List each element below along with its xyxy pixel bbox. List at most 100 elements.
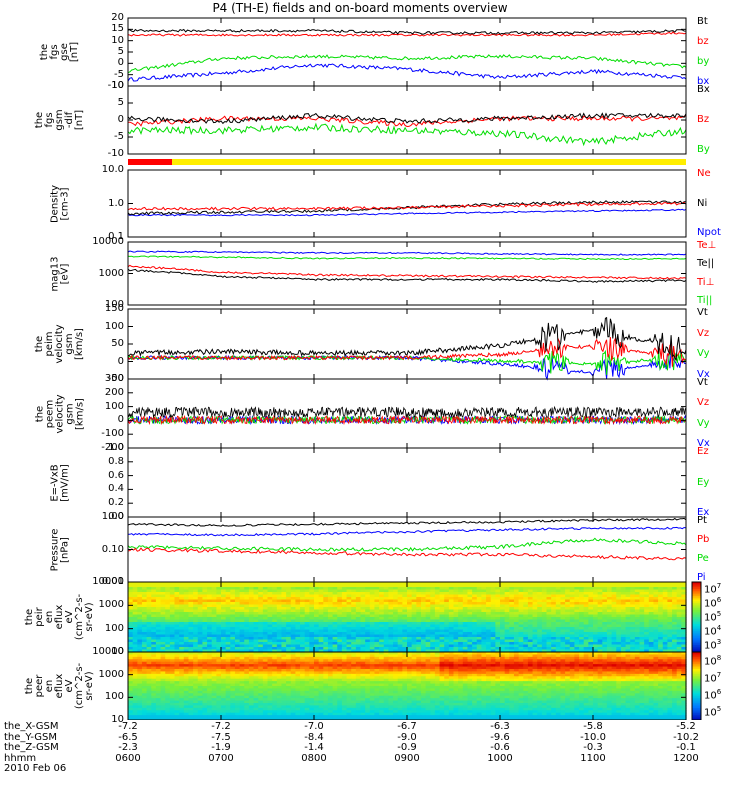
spectrogram-cell xyxy=(128,637,134,641)
spectrogram-cell xyxy=(555,676,562,680)
spectrogram-cell xyxy=(230,612,236,616)
spectrogram-cell xyxy=(360,619,366,623)
spectrogram-cell xyxy=(132,587,138,591)
spectrogram-cell xyxy=(616,617,622,621)
spectrogram-cell xyxy=(444,602,450,606)
colorbar-cell xyxy=(692,638,701,641)
spectrogram-cell xyxy=(314,676,320,680)
spectrogram-cell xyxy=(579,627,585,631)
spectrogram-cell xyxy=(648,612,655,616)
spectrogram-cell xyxy=(486,661,492,665)
spectrogram-cell xyxy=(676,599,682,603)
spectrogram-cell xyxy=(388,661,394,665)
spectrogram-cell xyxy=(276,602,283,606)
spectrogram-cell xyxy=(648,678,655,682)
spectrogram-cell xyxy=(555,589,562,593)
spectrogram-cell xyxy=(579,649,585,653)
spectrogram-cell xyxy=(318,597,324,601)
spectrogram-cell xyxy=(448,584,455,588)
spectrogram-cell xyxy=(244,661,250,665)
spectrogram-cell xyxy=(486,654,492,658)
spectrogram-cell xyxy=(513,634,520,638)
spectrogram-cell xyxy=(667,589,673,593)
series-line-Vt xyxy=(128,316,687,361)
spectrogram-cell xyxy=(644,592,650,596)
spectrogram-cell xyxy=(244,607,250,611)
spectrogram-cell xyxy=(444,587,450,591)
spectrogram-cell xyxy=(397,652,403,656)
spectrogram-cell xyxy=(634,676,641,680)
spectrogram-cell xyxy=(183,597,190,601)
spectrogram-cell xyxy=(658,594,664,598)
spectrogram-cell xyxy=(341,634,348,638)
spectrogram-cell xyxy=(211,599,217,603)
spectrogram-cell xyxy=(216,627,222,631)
spectrogram-cell xyxy=(137,676,143,680)
spectrogram-cell xyxy=(630,637,636,641)
spectrogram-cell xyxy=(532,602,538,606)
spectrogram-cell xyxy=(639,594,645,598)
spectrogram-cell xyxy=(369,614,376,618)
spectrogram-cell xyxy=(425,629,431,633)
spectrogram-cell xyxy=(569,678,575,682)
spectrogram-cell xyxy=(197,681,203,685)
spectrogram-cell xyxy=(411,587,417,591)
spectrogram-cell xyxy=(276,617,283,621)
spectrogram-cell xyxy=(207,584,213,588)
spectrogram-cell xyxy=(518,649,524,653)
spectrogram-cell xyxy=(490,592,496,596)
spectrogram-cell xyxy=(248,666,255,670)
spectrogram-cell xyxy=(374,671,380,675)
spectrogram-cell xyxy=(597,619,603,623)
spectrogram-cell xyxy=(355,602,362,606)
spectrogram-cell xyxy=(416,607,422,611)
spectrogram-cell xyxy=(272,659,278,663)
spectrogram-cell xyxy=(202,637,208,641)
spectrogram-cell xyxy=(369,661,376,665)
spectrogram-cell xyxy=(267,619,273,623)
spectrogram-cell xyxy=(616,671,622,675)
spectrogram-cell xyxy=(141,681,148,685)
spectrogram-cell xyxy=(141,632,148,636)
spectrogram-cell xyxy=(393,582,399,586)
spectrogram-cell xyxy=(527,634,534,638)
spectrogram-cell xyxy=(653,617,659,621)
spectrogram-cell xyxy=(486,589,492,593)
spectrogram-cell xyxy=(560,612,566,616)
spectrogram-cell xyxy=(300,634,306,638)
spectrogram-cell xyxy=(546,614,552,618)
spectrogram-cell xyxy=(411,654,417,658)
spectrogram-cell xyxy=(272,622,278,626)
spectrogram-cell xyxy=(634,592,641,596)
spectrogram-cell xyxy=(318,671,324,675)
colorbar-cell xyxy=(692,629,701,632)
spectrogram-cell xyxy=(318,592,324,596)
spectrogram-cell xyxy=(346,639,352,643)
spectrogram-cell xyxy=(207,639,213,643)
spectrogram-cell xyxy=(318,652,324,656)
spectrogram-cell xyxy=(472,607,478,611)
spectrogram-cell xyxy=(634,612,641,616)
spectrogram-cell xyxy=(155,666,162,670)
spectrogram-cell xyxy=(467,627,473,631)
spectrogram-cell xyxy=(667,622,673,626)
spectrogram-cell xyxy=(151,612,157,616)
spectrogram-cell xyxy=(611,669,617,673)
spectrogram-cell xyxy=(128,669,134,673)
spectrogram-cell xyxy=(560,673,566,677)
spectrogram-cell xyxy=(295,597,301,601)
spectrogram-cell xyxy=(211,647,217,651)
spectrogram-cell xyxy=(537,678,543,682)
spectrogram-cell xyxy=(290,639,296,643)
spectrogram-cell xyxy=(653,582,659,586)
spectrogram-cell xyxy=(653,594,659,598)
spectrogram-cell xyxy=(513,673,520,677)
spectrogram-cell xyxy=(541,629,548,633)
spectrogram-cell xyxy=(430,624,436,628)
spectrogram-cell xyxy=(169,659,176,663)
spectrogram-cell xyxy=(169,683,176,687)
spectrogram-cell xyxy=(504,627,510,631)
spectrogram-cell xyxy=(644,678,650,682)
spectrogram-cell xyxy=(579,652,585,656)
spectrogram-cell xyxy=(369,671,376,675)
